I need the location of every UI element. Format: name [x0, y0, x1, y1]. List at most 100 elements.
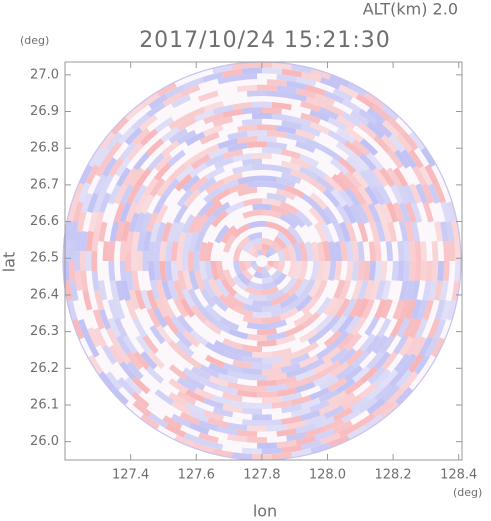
radar-cell	[271, 452, 293, 460]
radar-cell	[200, 214, 216, 234]
radar-cell	[105, 371, 123, 391]
radar-cell	[275, 176, 296, 188]
radar-cell	[98, 280, 108, 301]
radar-cell	[203, 112, 224, 125]
radar-cell	[119, 261, 127, 282]
radar-cell	[182, 367, 203, 383]
radar-cell	[212, 448, 233, 458]
radar-cell	[72, 201, 84, 222]
radar-cell	[358, 122, 378, 140]
radar-cell	[200, 288, 216, 308]
radar-cell	[395, 133, 413, 153]
radar-cell	[300, 112, 321, 125]
radar-cell	[262, 419, 282, 426]
radar-cell	[431, 240, 439, 261]
radar-cell	[344, 170, 363, 190]
radar-cell	[231, 452, 253, 460]
radar-cell	[171, 94, 192, 109]
radar-cell	[262, 198, 282, 207]
radar-cell	[359, 138, 379, 156]
radar-cell	[81, 192, 93, 214]
radar-cell	[301, 296, 319, 315]
radar-cell	[415, 183, 428, 204]
radar-cell	[418, 336, 433, 357]
radar-cell	[242, 356, 262, 364]
radar-cell	[394, 353, 411, 373]
radar-cell	[295, 294, 313, 312]
radar-cell	[279, 201, 299, 215]
radar-cell	[98, 309, 112, 330]
radar-cell	[202, 124, 224, 137]
radar-cell	[208, 146, 229, 160]
radar-cell	[175, 339, 195, 358]
radar-cell	[357, 241, 365, 261]
radar-cell	[203, 397, 224, 410]
radar-cell	[194, 387, 215, 401]
radar-cell	[422, 280, 432, 302]
radar-cell	[313, 372, 334, 387]
radar-cell	[236, 429, 258, 438]
radar-cell	[132, 400, 152, 418]
radar-cell	[242, 419, 262, 426]
radar-cell	[286, 243, 297, 261]
radar-cell	[116, 335, 131, 355]
radar-cell	[281, 444, 303, 454]
radar-cell	[350, 396, 370, 412]
radar-cell	[67, 201, 78, 223]
radar-cell	[190, 366, 211, 381]
radar-cell	[298, 261, 308, 281]
radar-cell	[442, 241, 450, 261]
radar-cell	[74, 231, 83, 252]
radar-cell	[416, 299, 428, 321]
radar-cell	[163, 315, 180, 335]
radar-cell	[421, 183, 435, 204]
radar-cell	[332, 88, 353, 102]
radar-cell	[270, 305, 291, 318]
radar-cell	[339, 221, 351, 242]
radar-cell	[244, 285, 262, 296]
radar-cell	[146, 211, 159, 233]
radar-cell	[271, 113, 293, 122]
radar-cell	[322, 261, 331, 282]
radar-cell	[131, 391, 150, 409]
radar-cell	[80, 270, 89, 291]
radar-cell	[199, 377, 220, 391]
radar-cell	[299, 354, 319, 368]
radar-cell	[227, 131, 248, 141]
radar-cell	[454, 261, 462, 282]
radar-cell	[404, 221, 415, 242]
radar-cell	[173, 298, 189, 318]
radar-cell	[208, 375, 229, 388]
radar-cell	[86, 192, 99, 213]
radar-cell	[188, 231, 200, 252]
radar-cell	[368, 261, 376, 281]
radar-cell	[124, 127, 143, 146]
radar-cell	[198, 90, 219, 102]
radar-cell	[351, 279, 363, 301]
radar-cell	[125, 231, 135, 252]
radar-cell	[124, 103, 144, 121]
radar-cell	[342, 298, 357, 318]
radar-cell	[345, 261, 354, 282]
radar-cell	[318, 402, 339, 416]
x-tick-label: 128.2	[374, 468, 411, 483]
radar-cell	[107, 299, 120, 320]
radar-cell	[233, 261, 243, 276]
radar-cell	[131, 270, 141, 291]
radar-cell	[290, 352, 311, 365]
radar-cell	[181, 214, 196, 234]
radar-cell	[316, 241, 325, 261]
radar-cell	[192, 442, 214, 454]
radar-cell	[176, 116, 197, 132]
radar-cell	[344, 379, 364, 396]
radar-cell	[94, 211, 105, 232]
radar-cell	[211, 188, 231, 204]
radar-cell	[265, 264, 273, 272]
radar-cell	[380, 298, 393, 319]
radar-cell	[247, 293, 267, 302]
radar-cell	[376, 184, 392, 205]
radar-cell	[220, 278, 237, 297]
radar-cell	[420, 241, 427, 261]
radar-cell	[113, 317, 128, 338]
radar-cell	[284, 323, 305, 337]
